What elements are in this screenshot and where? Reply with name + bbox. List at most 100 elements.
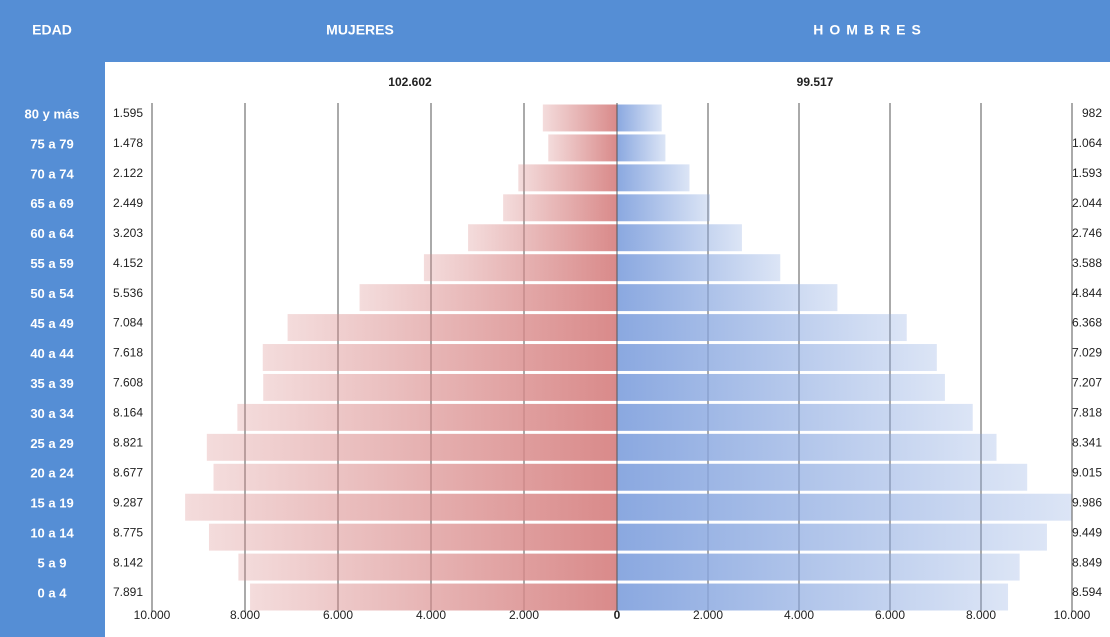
bar [359, 284, 617, 312]
bar [518, 164, 617, 192]
bar [263, 373, 617, 401]
x-tick-label: 8.000 [966, 608, 996, 622]
category-label: 80 y más [25, 106, 80, 121]
bar [237, 403, 617, 431]
bar [617, 553, 1020, 581]
category-label: 50 a 54 [30, 286, 74, 301]
value-label: 7.207 [1072, 376, 1102, 390]
category-label: 10 a 14 [30, 526, 74, 541]
x-tick-label: 0 [614, 608, 621, 622]
category-label: 45 a 49 [30, 316, 73, 331]
value-label: 1.593 [1072, 166, 1102, 180]
bar [262, 344, 617, 371]
x-tick-label: 4.000 [784, 608, 814, 622]
value-label: 4.152 [113, 256, 143, 270]
category-label: 25 a 29 [30, 436, 73, 451]
value-label: 7.891 [113, 585, 143, 599]
value-label: 8.821 [113, 435, 143, 449]
bar [617, 254, 781, 282]
value-label: 2.044 [1072, 196, 1102, 210]
bar [617, 224, 742, 252]
bar [617, 284, 838, 312]
value-label: 3.588 [1072, 256, 1102, 270]
value-label: 8.594 [1072, 585, 1102, 599]
bar [423, 254, 617, 282]
bar [542, 104, 617, 132]
header-bar [0, 0, 1110, 62]
bar [617, 164, 690, 192]
bar [617, 344, 937, 371]
category-label: 20 a 24 [30, 466, 74, 481]
bar [250, 583, 618, 611]
x-tick-label: 10.000 [134, 608, 171, 622]
x-tick-label: 8.000 [230, 608, 260, 622]
category-label: 55 a 59 [30, 256, 73, 271]
bar [617, 403, 973, 431]
value-label: 2.122 [113, 166, 143, 180]
bar [617, 104, 662, 132]
bar [213, 463, 617, 491]
value-label: 7.618 [113, 346, 143, 360]
value-label: 6.368 [1072, 316, 1102, 330]
bar [617, 314, 907, 342]
x-tick-label: 4.000 [416, 608, 446, 622]
category-label: 5 a 9 [38, 556, 67, 571]
value-label: 1.478 [113, 136, 143, 150]
men-header: HOMBRES [813, 22, 927, 38]
value-label: 8.849 [1072, 555, 1102, 569]
value-label: 7.084 [113, 316, 143, 330]
x-tick-label: 2.000 [693, 608, 723, 622]
bar [503, 194, 617, 222]
value-label: 5.536 [113, 286, 143, 300]
bar [617, 134, 666, 162]
value-label: 8.775 [113, 525, 143, 539]
value-label: 1.064 [1072, 136, 1102, 150]
value-label: 1.595 [113, 106, 143, 120]
category-label: 70 a 74 [30, 166, 74, 181]
bar [617, 433, 997, 461]
x-tick-label: 2.000 [509, 608, 539, 622]
bar [287, 314, 617, 342]
value-label: 2.449 [113, 196, 143, 210]
x-tick-label: 10.000 [1054, 608, 1091, 622]
value-label: 8.677 [113, 465, 143, 479]
bar [208, 523, 617, 551]
category-label: 0 a 4 [38, 585, 68, 600]
bar [468, 224, 617, 252]
value-label: 7.818 [1072, 406, 1102, 420]
category-label: 35 a 39 [30, 376, 73, 391]
men-total: 99.517 [797, 75, 834, 89]
age-column [0, 0, 105, 637]
bar [617, 583, 1009, 611]
women-header: MUJERES [326, 22, 394, 38]
value-label: 8.164 [113, 406, 143, 420]
bar [548, 134, 617, 162]
category-label: 30 a 34 [30, 406, 74, 421]
bar [238, 553, 617, 581]
x-tick-label: 6.000 [323, 608, 353, 622]
bar [617, 194, 711, 222]
value-label: 9.287 [113, 495, 143, 509]
value-label: 7.029 [1072, 346, 1102, 360]
value-label: 9.986 [1072, 495, 1102, 509]
bar [617, 463, 1028, 491]
value-label: 9.015 [1072, 465, 1102, 479]
value-label: 9.449 [1072, 525, 1102, 539]
value-label: 7.608 [113, 376, 143, 390]
value-label: 982 [1082, 106, 1102, 120]
value-label: 2.746 [1072, 226, 1102, 240]
women-total: 102.602 [388, 75, 432, 89]
bar [206, 433, 618, 461]
category-label: 60 a 64 [30, 226, 74, 241]
value-label: 3.203 [113, 226, 143, 240]
value-label: 8.341 [1072, 435, 1102, 449]
age-header: EDAD [32, 22, 72, 38]
category-label: 65 a 69 [30, 196, 73, 211]
category-label: 40 a 44 [30, 346, 74, 361]
bar [617, 523, 1047, 551]
x-tick-label: 6.000 [875, 608, 905, 622]
bar [617, 493, 1072, 521]
value-label: 8.142 [113, 555, 143, 569]
category-label: 15 a 19 [30, 496, 73, 511]
